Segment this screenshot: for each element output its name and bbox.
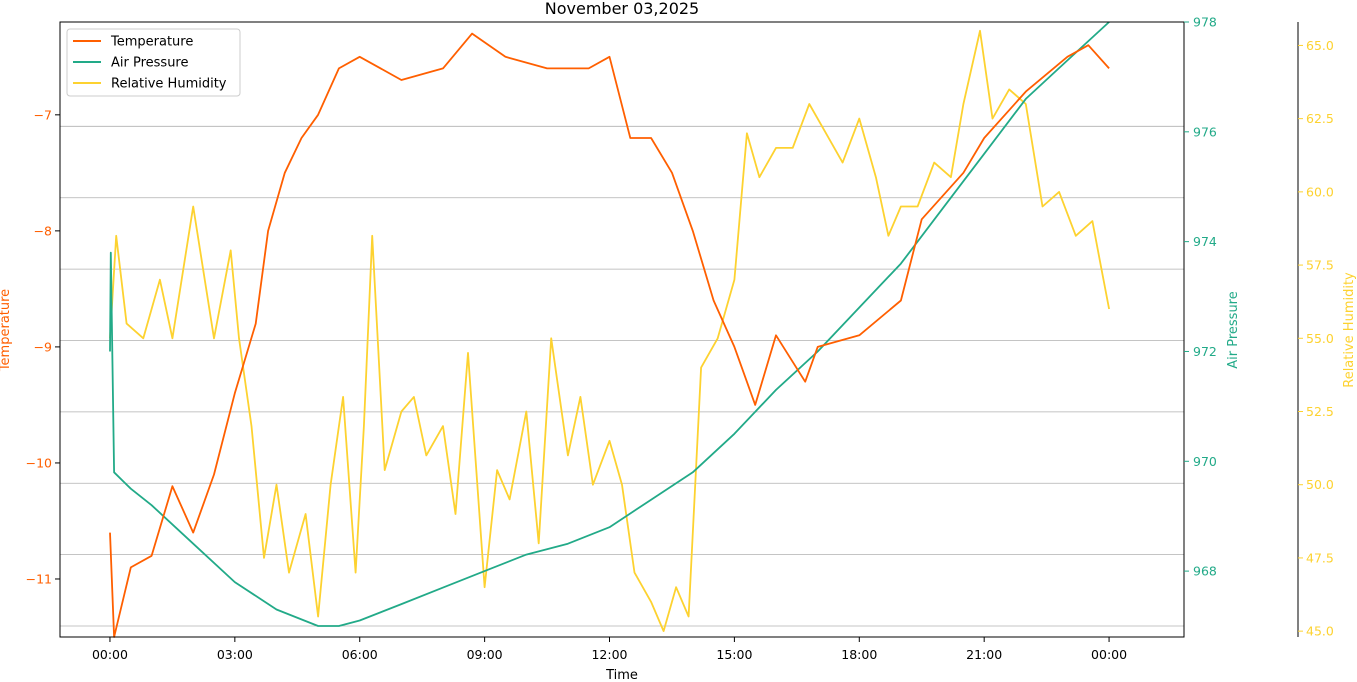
x-tick-label: 18:00 [841,647,877,662]
x-tick-label: 15:00 [716,647,752,662]
x-tick-label: 00:00 [1091,647,1127,662]
x-axis-label: Time [605,668,638,682]
temperature-axis-label: Temperature [0,289,13,372]
temperature-tick-label: −9 [34,339,52,354]
temperature-tick-label: −8 [34,223,52,238]
legend: Temperature Air Pressure Relative Humidity [66,28,241,97]
pressure-tick-label: 976 [1193,124,1217,139]
x-tick-label: 00:00 [92,647,128,662]
pressure-axis-label: Air Pressure [1226,291,1241,369]
temperature-tick-label: −7 [34,107,52,122]
x-tick-label: 06:00 [342,647,378,662]
x-tick-label: 03:00 [217,647,253,662]
axes: 00:00 03:00 06:00 09:00 12:00 15:00 18:00 21:00… [26,15,1334,663]
humidity-tick-label: 52.5 [1306,404,1334,419]
legend-label: Relative Humidity [111,77,227,92]
humidity-tick-label: 47.5 [1306,550,1334,565]
humidity-tick-label: 65.0 [1306,38,1334,53]
x-tick-label: 21:00 [966,647,1002,662]
pressure-tick-label: 978 [1193,15,1217,30]
chart-title: November 03,2025 [545,0,699,18]
plot-frame [59,21,1185,638]
humidity-tick-label: 55.0 [1306,331,1334,346]
pressure-tick-label: 970 [1193,454,1217,469]
pressure-tick-label: 972 [1193,344,1217,359]
series-line-air-pressure [109,21,1110,627]
legend-label: Temperature [110,35,193,50]
series-line-temperature [109,32,1110,638]
humidity-axis-label: Relative Humidity [1342,272,1357,388]
x-tick-label: 12:00 [591,647,627,662]
pressure-tick-label: 974 [1193,234,1217,249]
humidity-tick-label: 62.5 [1306,111,1334,126]
temperature-tick-label: −10 [26,455,52,470]
legend-box [66,28,241,97]
temperature-tick-label: −11 [26,571,52,586]
humidity-tick-label: 50.0 [1306,477,1334,492]
humidity-tick-label: 57.5 [1306,258,1334,273]
series-lines [109,21,1110,638]
pressure-tick-label: 968 [1193,564,1217,579]
humidity-tick-label: 60.0 [1306,184,1334,199]
series-line-relative-humidity [109,29,1110,632]
x-tick-label: 09:00 [467,647,503,662]
humidity-tick-label: 45.0 [1306,624,1334,639]
grid-lines [60,125,1184,627]
legend-label: Air Pressure [111,56,189,71]
